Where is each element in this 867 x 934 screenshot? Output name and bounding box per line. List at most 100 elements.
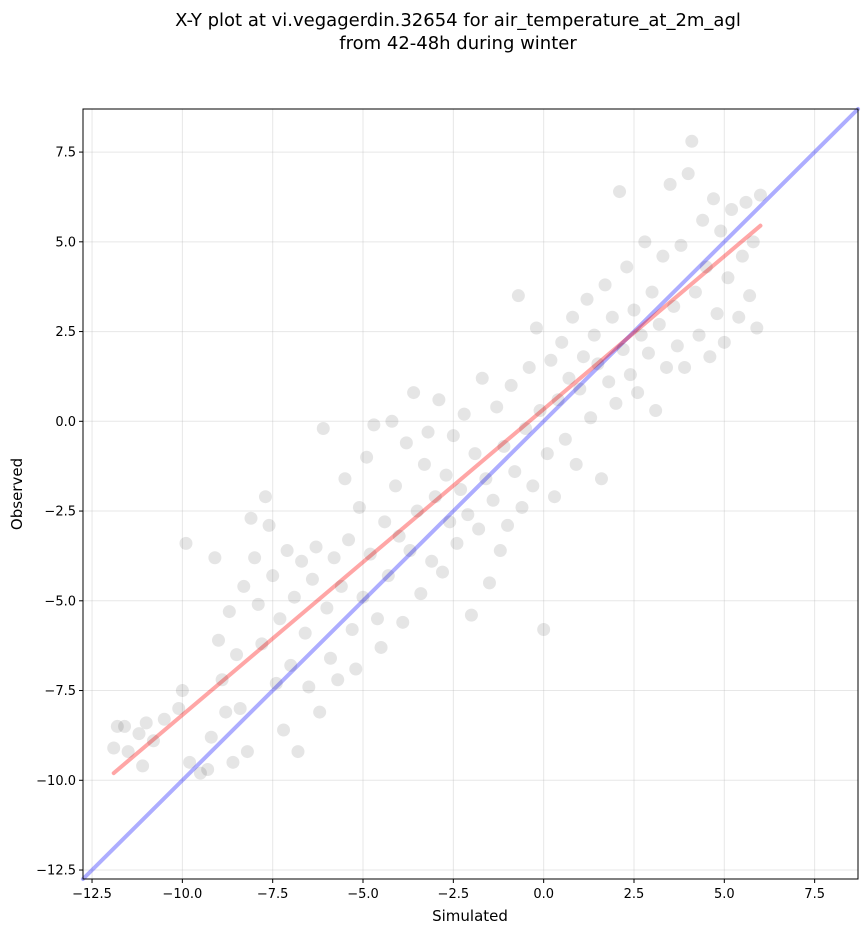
scatter-point bbox=[562, 371, 576, 385]
scatter-point bbox=[389, 479, 403, 493]
scatter-point bbox=[342, 533, 356, 547]
scatter-point bbox=[714, 224, 728, 238]
scatter-point bbox=[663, 177, 677, 191]
scatter-point bbox=[605, 310, 619, 324]
chart-title: X-Y plot at vi.vegagerdin.32654 for air_… bbox=[175, 10, 741, 31]
y-tick-label: −7.5 bbox=[44, 684, 76, 699]
scatter-point bbox=[475, 371, 489, 385]
scatter-point bbox=[367, 418, 381, 432]
scatter-point bbox=[540, 447, 554, 461]
scatter-point bbox=[323, 651, 337, 665]
scatter-point bbox=[454, 483, 468, 497]
scatter-point bbox=[316, 421, 330, 435]
scatter-point bbox=[363, 547, 377, 561]
scatter-point bbox=[392, 529, 406, 543]
scatter-point bbox=[230, 648, 244, 662]
scatter-point bbox=[277, 723, 291, 737]
scatter-point bbox=[118, 719, 132, 733]
scatter-point bbox=[450, 536, 464, 550]
scatter-point bbox=[627, 303, 641, 317]
scatter-point bbox=[211, 633, 225, 647]
scatter-point bbox=[179, 536, 193, 550]
scatter-point bbox=[381, 569, 395, 583]
scatter-point bbox=[703, 350, 717, 364]
scatter-point bbox=[121, 745, 135, 759]
y-tick-label: −10.0 bbox=[36, 774, 76, 789]
scatter-point bbox=[309, 540, 323, 554]
scatter-point bbox=[750, 321, 764, 335]
scatter-point bbox=[432, 393, 446, 407]
scatter-point bbox=[414, 587, 428, 601]
x-tick-label: −12.5 bbox=[72, 887, 112, 902]
scatter-point bbox=[139, 716, 153, 730]
scatter-point bbox=[305, 572, 319, 586]
scatter-point bbox=[291, 745, 305, 759]
grid-lines bbox=[83, 109, 858, 879]
scatter-point bbox=[566, 310, 580, 324]
scatter-point bbox=[522, 360, 536, 374]
y-tick-label: −12.5 bbox=[36, 864, 76, 879]
scatter-point bbox=[244, 511, 258, 525]
scatter-point bbox=[670, 339, 684, 353]
scatter-point bbox=[287, 590, 301, 604]
scatter-point bbox=[681, 167, 695, 181]
scatter-point bbox=[157, 712, 171, 726]
scatter-point bbox=[269, 676, 283, 690]
scatter-point bbox=[258, 490, 272, 504]
scatter-point bbox=[222, 605, 236, 619]
scatter-point bbox=[331, 673, 345, 687]
scatter-point bbox=[345, 623, 359, 637]
scatter-point bbox=[529, 321, 543, 335]
scatter-point bbox=[446, 429, 460, 443]
scatter-point bbox=[457, 407, 471, 421]
scatter-point bbox=[638, 235, 652, 249]
scatter-point bbox=[201, 763, 215, 777]
scatter-point bbox=[360, 450, 374, 464]
x-tick-label: 2.5 bbox=[624, 887, 645, 902]
scatter-point bbox=[183, 755, 197, 769]
scatter-point bbox=[501, 518, 515, 532]
scatter-point bbox=[313, 705, 327, 719]
scatter-point bbox=[569, 457, 583, 471]
scatter-point bbox=[175, 684, 189, 698]
x-tick-label: −7.5 bbox=[257, 887, 289, 902]
scatter-point bbox=[428, 490, 442, 504]
scatter-point bbox=[110, 719, 124, 733]
scatter-point bbox=[580, 292, 594, 306]
scatter-point bbox=[609, 396, 623, 410]
scatter-point bbox=[598, 278, 612, 292]
y-axis-label: Observed bbox=[8, 458, 26, 530]
axis-ticks: −12.5 −10.0 −7.5 −5.0 −2.5 0.0 2.5 5.0 7.5 −12.5 −… bbox=[36, 146, 825, 902]
scatter-point bbox=[266, 569, 280, 583]
scatter-point bbox=[356, 590, 370, 604]
scatter-point bbox=[132, 727, 146, 741]
scatter-point bbox=[519, 421, 533, 435]
scatter-point bbox=[699, 260, 713, 274]
scatter-point bbox=[233, 701, 247, 715]
x-tick-label: −2.5 bbox=[438, 887, 470, 902]
scatter-point bbox=[219, 705, 233, 719]
scatter-point bbox=[107, 741, 121, 755]
scatter-point bbox=[396, 615, 410, 629]
scatter-point bbox=[280, 544, 294, 558]
scatter-point bbox=[327, 551, 341, 565]
scatter-point bbox=[587, 328, 601, 342]
y-tick-label: −2.5 bbox=[44, 505, 76, 520]
scatter-point bbox=[262, 518, 276, 532]
scatter-point bbox=[464, 608, 478, 622]
y-tick-label: 5.0 bbox=[55, 235, 76, 250]
scatter-point bbox=[410, 504, 424, 518]
scatter-point bbox=[678, 360, 692, 374]
scatter-point bbox=[558, 432, 572, 446]
scatter-point bbox=[497, 439, 511, 453]
scatter-point bbox=[721, 271, 735, 285]
scatter-point bbox=[490, 400, 504, 414]
scatter-point bbox=[706, 192, 720, 206]
scatter-point bbox=[743, 289, 757, 303]
scatter-point bbox=[717, 335, 731, 349]
scatter-point bbox=[548, 490, 562, 504]
scatter-point bbox=[472, 522, 486, 536]
scatter-point bbox=[349, 662, 363, 676]
scatter-point bbox=[634, 328, 648, 342]
